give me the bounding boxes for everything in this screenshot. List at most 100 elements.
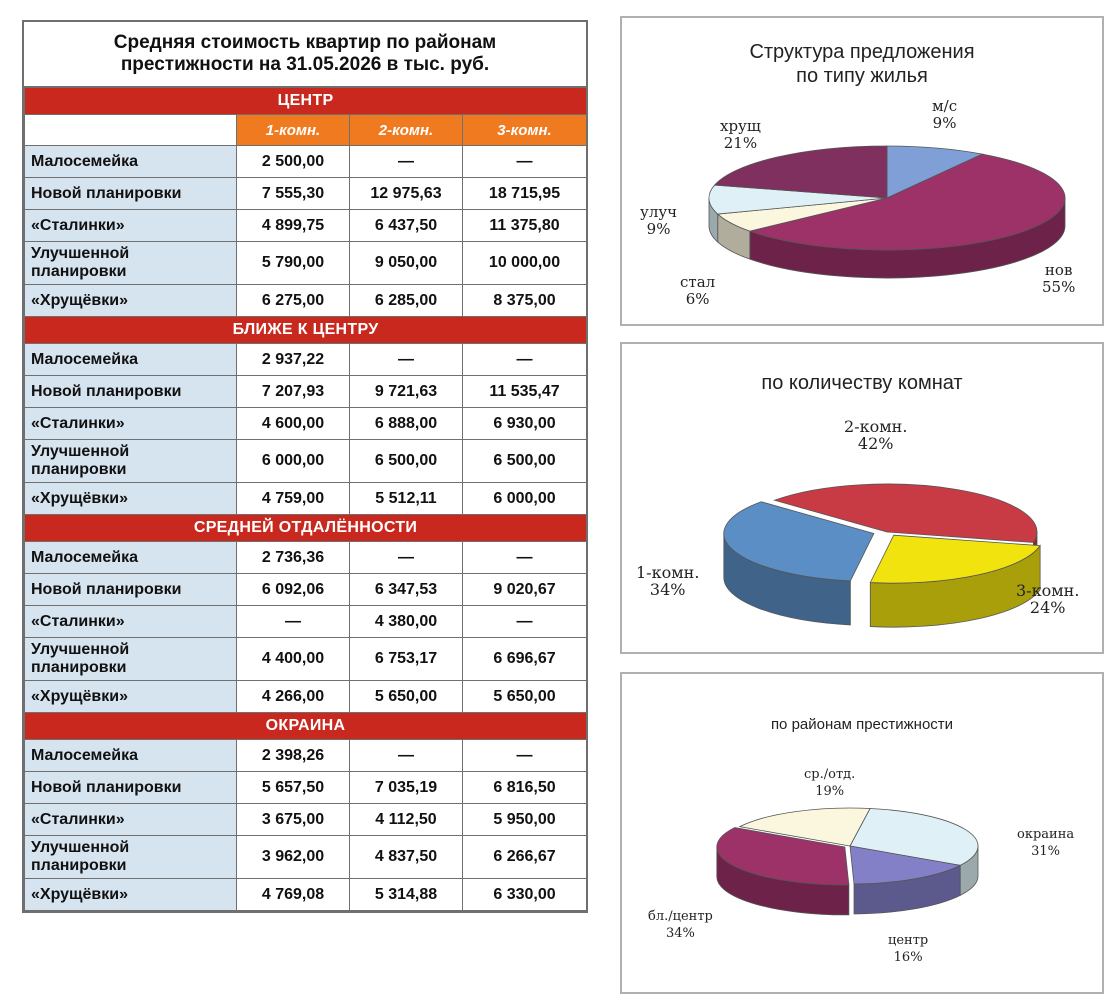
price-cell: 5 314,88: [349, 878, 463, 911]
chart-housing-type-title: Структура предложения по типу жилья: [622, 40, 1102, 88]
chart-rooms: по количеству комнат 2-комн. 42% 3-комн. 24…: [620, 342, 1104, 654]
row-label: «Хрущёвки»: [24, 680, 237, 713]
price-cell: 6 266,67: [461, 835, 588, 879]
price-cell: 2 736,36: [236, 541, 350, 574]
price-cell: 5 650,00: [349, 680, 463, 713]
price-cell: 9 721,63: [349, 375, 463, 408]
row-label-line1: Улучшенной: [31, 443, 130, 460]
slice-label: стал 6%: [680, 274, 715, 308]
price-cell: 4 400,00: [236, 637, 350, 681]
row-label-line1: Улучшенной: [31, 641, 130, 658]
table-row: Малосемейка 2 736,36— —: [24, 541, 588, 574]
slice-label-name: хрущ: [720, 117, 761, 135]
slice-label-name: стал: [680, 273, 716, 291]
pie-slice: [708, 184, 888, 215]
slice-label-percent: 6%: [685, 290, 710, 308]
table-row: Новой планировки 7 207,93 9 721,63 11 535,4…: [24, 375, 588, 408]
chart-housing-type-title-line1: Структура предложения: [749, 41, 975, 63]
row-label-line2: планировки: [31, 461, 127, 478]
price-cell: 3 675,00: [236, 803, 350, 836]
price-cell: —: [349, 541, 463, 574]
price-cell: 4 899,75: [236, 209, 350, 242]
column-header-blank: [24, 114, 237, 146]
table-row: Малосемейка 2 937,22— —: [24, 343, 588, 376]
price-cell: 6 347,53: [349, 573, 463, 606]
price-cell: 11 535,47: [461, 375, 588, 408]
price-cell: —: [236, 605, 350, 638]
price-cell: 4 380,00: [349, 605, 463, 638]
price-cell: 6 816,50: [461, 771, 588, 804]
slice-label-percent: 19%: [815, 784, 845, 799]
row-label: «Сталинки»: [24, 407, 237, 440]
pie-slice: [849, 845, 962, 885]
price-cell: 8 375,00: [461, 284, 588, 317]
price-cell: 18 715,95: [461, 177, 588, 210]
section-row: БЛИЖЕ К ЦЕНТРУ: [23, 316, 588, 344]
column-header-row: 1-комн. 2-комн. 3-комн.: [24, 114, 588, 146]
table-row: Улучшенной планировки 5 790,00 9 050,00 10 0…: [24, 241, 588, 285]
price-cell: 6 092,06: [236, 573, 350, 606]
price-cell: 6 000,00: [461, 482, 588, 515]
row-label: «Хрущёвки»: [24, 878, 237, 911]
price-cell: —: [461, 145, 588, 178]
table-title-line2: престижности на 31.05.2026 в тыс. руб.: [120, 54, 490, 75]
price-cell: 4 112,50: [349, 803, 463, 836]
chart-housing-type-title-line2: по типу жилья: [796, 65, 928, 87]
price-cell: 4 769,08: [236, 878, 350, 911]
section-row: СРЕДНЕЙ ОТДАЛЁННОСТИ: [23, 514, 588, 542]
chart-districts-pie: [716, 807, 979, 916]
price-cell: 6 888,00: [349, 407, 463, 440]
pie-slice: [849, 808, 979, 866]
slice-label: центр 16%: [888, 932, 928, 966]
row-label: Новой планировки: [24, 177, 237, 210]
section-header: БЛИЖЕ К ЦЕНТРУ: [23, 316, 588, 344]
price-cell: 12 975,63: [349, 177, 463, 210]
price-cell: 4 759,00: [236, 482, 350, 515]
table-row: «Сталинки» 3 675,00 4 112,50 5 950,00: [24, 803, 588, 836]
price-cell: —: [461, 739, 588, 772]
row-label: Малосемейка: [24, 541, 237, 574]
slice-label-percent: 9%: [646, 220, 671, 238]
section-header: СРЕДНЕЙ ОТДАЛЁННОСТИ: [23, 514, 588, 542]
price-cell: 7 555,30: [236, 177, 350, 210]
slice-label: 1-комн. 34%: [636, 564, 699, 598]
slice-label-percent: 24%: [1029, 598, 1066, 617]
table-row: Новой планировки 5 657,50 7 035,19 6 816,50: [24, 771, 588, 804]
table-row: Новой планировки 7 555,30 12 975,63 18 715,…: [24, 177, 588, 210]
price-cell: 5 512,11: [349, 482, 463, 515]
slice-label: хрущ 21%: [720, 118, 761, 152]
slice-label-percent: 34%: [665, 926, 695, 941]
column-header: 3-комн.: [461, 114, 588, 146]
slice-label: бл./центр 34%: [648, 908, 713, 942]
price-cell: 6 285,00: [349, 284, 463, 317]
slice-label-percent: 42%: [857, 434, 894, 453]
slice-label-name: бл./центр: [648, 909, 713, 924]
chart-rooms-title: по количеству комнат: [761, 372, 963, 394]
price-cell: 6 500,00: [349, 439, 463, 483]
price-cell: 11 375,80: [461, 209, 588, 242]
price-cell: 6 500,00: [461, 439, 588, 483]
section-row: ЦЕНТР: [23, 87, 588, 115]
table-row: Улучшенной планировки 4 400,00 6 753,17 6 69…: [24, 637, 588, 681]
section-row: ОКРАИНА: [23, 712, 588, 740]
slice-label-name: улуч: [640, 203, 678, 221]
price-cell: 6 275,00: [236, 284, 350, 317]
table-row: Улучшенной планировки 3 962,00 4 837,50 6 26…: [24, 835, 588, 879]
price-cell: 5 650,00: [461, 680, 588, 713]
row-label: Улучшенной планировки: [24, 439, 237, 483]
slice-label: окраина 31%: [1017, 826, 1074, 860]
slice-label-name: м/с: [932, 97, 958, 115]
slice-label-name: центр: [888, 933, 929, 948]
table-row: Малосемейка 2 398,26— —: [24, 739, 588, 772]
row-label: «Хрущёвки»: [24, 482, 237, 515]
slice-label-name: 2-комн.: [844, 417, 908, 436]
section-header: ЦЕНТР: [23, 87, 588, 115]
chart-districts: по районам престижности окраина 31% центр 1…: [620, 672, 1104, 994]
pie-slice: [738, 807, 871, 847]
pie-slice: [886, 145, 984, 199]
row-label: «Сталинки»: [24, 605, 237, 638]
row-label: Новой планировки: [24, 573, 237, 606]
slice-label-name: 1-комн.: [636, 563, 700, 582]
chart-districts-title: по районам престижности: [770, 716, 954, 733]
row-label-line2: планировки: [31, 857, 127, 874]
